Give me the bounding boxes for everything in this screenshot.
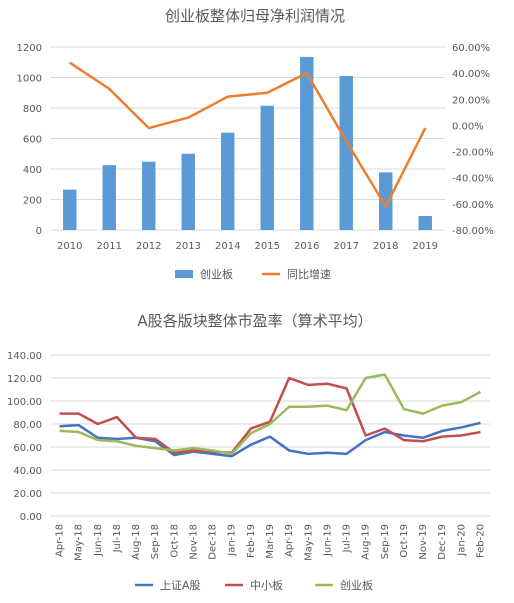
x-tick-label: Oct-18 [169, 524, 180, 558]
x-tick-label: Aug-18 [131, 524, 142, 560]
x-tick-label: Dec-19 [437, 524, 448, 560]
series-line [59, 421, 481, 458]
x-tick-label: Aug-19 [361, 524, 372, 560]
x-tick-label: Nov-19 [418, 524, 429, 560]
profit-chart: 创业板整体归母净利润情况 0 200 400 600 800 1000 1200 60.00… [17, 7, 494, 281]
y-tick-label: 200 [23, 196, 42, 207]
legend-swatch-profit [175, 270, 193, 278]
x-tick-label: Apr-19 [284, 524, 295, 557]
x-tick-label: 2019 [413, 241, 438, 252]
bar [102, 165, 116, 230]
y-tick-label: 800 [23, 104, 42, 115]
y-tick-label: 20.00 [13, 489, 42, 500]
y-tick-label: 1000 [17, 74, 42, 85]
x-tick-label: Feb-19 [246, 524, 257, 558]
chart2-legend: 上证A股 中小板 创业板 [135, 578, 373, 592]
x-tick-label: Jun-19 [322, 524, 333, 557]
legend-label-growth: 同比增速 [287, 267, 331, 281]
x-tick-label: 2010 [57, 241, 82, 252]
y-tick-label: 0.00 [20, 512, 42, 523]
y2-tick-label: -20.00% [452, 148, 494, 159]
bar [181, 153, 195, 230]
chart1-legend: 创业板 同比增速 [175, 267, 331, 281]
x-tick-label: May-18 [74, 524, 85, 561]
legend-label-sme: 中小板 [250, 578, 283, 592]
x-tick-label: Sep-18 [150, 524, 161, 559]
y-tick-label: 60.00 [13, 443, 42, 454]
y-tick-label: 140.00 [7, 351, 42, 362]
legend-label-sse: 上证A股 [160, 579, 201, 592]
y2-tick-label: 20.00% [452, 95, 490, 106]
bar [418, 215, 432, 230]
x-tick-label: Apr-18 [55, 524, 66, 557]
y2-tick-label: 60.00% [452, 43, 490, 54]
bar [63, 189, 77, 230]
y2-tick-label: -60.00% [452, 200, 494, 211]
x-tick-label: 2011 [97, 241, 122, 252]
x-tick-label: Jan-19 [227, 524, 238, 557]
x-tick-label: 2018 [373, 241, 398, 252]
x-tick-label: Jul-19 [342, 524, 353, 553]
bar [260, 105, 274, 230]
series-line [59, 373, 482, 456]
x-tick-label: Mar-19 [265, 524, 276, 559]
legend-label-chinext: 创业板 [340, 578, 373, 592]
x-tick-label: Jun-18 [93, 524, 104, 557]
growth-line [69, 61, 427, 208]
x-tick-label: 2012 [136, 241, 161, 252]
y-tick-label: 600 [23, 135, 42, 146]
series-line [59, 376, 481, 454]
y-tick-label: 400 [23, 165, 42, 176]
x-tick-label: Jul-18 [112, 524, 123, 553]
bar [379, 172, 393, 230]
legend-label-profit: 创业板 [200, 267, 233, 281]
x-tick-label: 2014 [215, 241, 240, 252]
pe-ratio-chart: A股各版块整体市盈率（算术平均） 0.00 20.00 40.00 60.00 80.0… [7, 312, 490, 592]
bar [221, 132, 235, 230]
y2-tick-label: 0.00% [452, 121, 484, 132]
y-tick-label: 0 [36, 226, 42, 237]
y2-tick-label: -40.00% [452, 174, 494, 185]
bar [142, 161, 156, 230]
y-tick-label: 1200 [17, 43, 42, 54]
chart1-title: 创业板整体归母净利润情况 [165, 7, 345, 25]
y-tick-label: 40.00 [13, 466, 42, 477]
x-tick-label: Dec-18 [208, 524, 219, 560]
y-tick-label: 100.00 [7, 397, 42, 408]
x-tick-label: 2013 [176, 241, 201, 252]
x-tick-label: Sep-19 [380, 524, 391, 559]
bar [300, 56, 314, 230]
x-tick-label: 2017 [334, 241, 359, 252]
x-tick-label: Nov-18 [188, 524, 199, 560]
x-tick-label: Oct-19 [399, 524, 410, 558]
x-tick-label: May-19 [303, 524, 314, 561]
y-tick-label: 120.00 [7, 374, 42, 385]
x-tick-label: 2016 [294, 241, 319, 252]
y2-tick-label: -80.00% [452, 226, 494, 237]
x-tick-label: 2015 [255, 241, 280, 252]
chart2-title: A股各版块整体市盈率（算术平均） [137, 312, 372, 330]
y2-tick-label: 40.00% [452, 69, 490, 80]
x-tick-label: Feb-20 [475, 524, 486, 558]
bar [339, 75, 353, 230]
y-tick-label: 80.00 [13, 420, 42, 431]
x-tick-label: Jan-20 [456, 524, 467, 557]
